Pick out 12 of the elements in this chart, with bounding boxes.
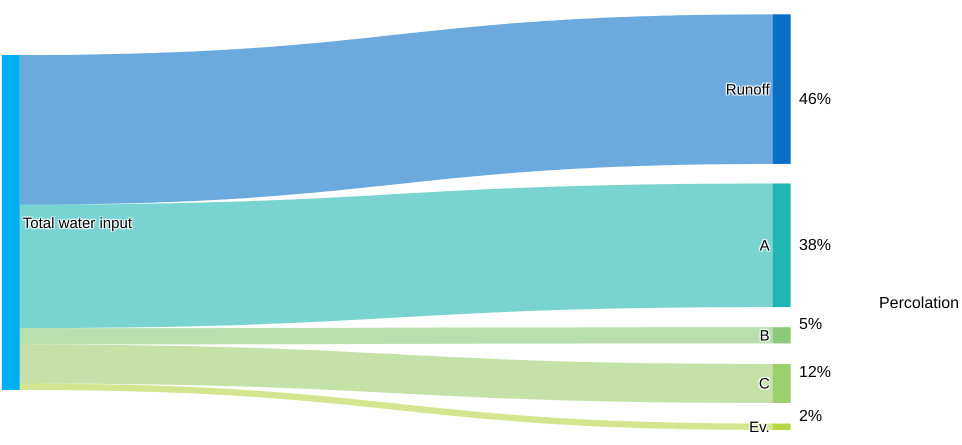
text: Total water input: [22, 214, 133, 232]
data-label: 12%: [799, 364, 832, 381]
data-label: 38%: [799, 237, 832, 254]
data-label: 2%: [799, 408, 822, 425]
category-label: Ev.: [749, 419, 770, 436]
text: Percolation: [879, 295, 960, 312]
category-label: A: [760, 238, 770, 255]
data-label: 5%: [799, 316, 822, 333]
data-label: 46%: [799, 91, 832, 108]
category-label: C: [758, 376, 770, 393]
category-label: Runoff: [726, 81, 770, 98]
category-label: B: [760, 328, 770, 345]
